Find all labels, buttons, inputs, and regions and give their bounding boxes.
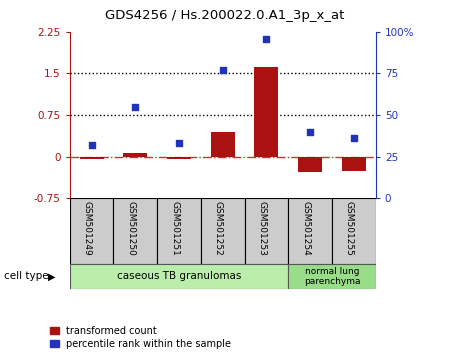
FancyBboxPatch shape [157, 198, 201, 264]
Point [88, 142, 95, 148]
FancyBboxPatch shape [288, 264, 376, 289]
Point [219, 67, 226, 73]
Text: GSM501252: GSM501252 [214, 201, 223, 256]
FancyBboxPatch shape [201, 198, 245, 264]
Point [176, 141, 183, 146]
Legend: transformed count, percentile rank within the sample: transformed count, percentile rank withi… [50, 326, 231, 349]
Text: GSM501253: GSM501253 [257, 201, 266, 256]
Text: ▶: ▶ [48, 272, 55, 281]
FancyBboxPatch shape [70, 198, 113, 264]
Point [350, 136, 357, 141]
Text: GSM501251: GSM501251 [170, 201, 179, 256]
Point [263, 36, 270, 41]
Bar [254, 67, 279, 156]
Text: normal lung
parenchyma: normal lung parenchyma [304, 267, 360, 286]
FancyBboxPatch shape [113, 198, 157, 264]
Text: GSM501254: GSM501254 [301, 201, 310, 256]
Text: GSM501250: GSM501250 [126, 201, 135, 256]
Bar [211, 132, 235, 156]
FancyBboxPatch shape [70, 264, 288, 289]
Text: caseous TB granulomas: caseous TB granulomas [117, 272, 241, 281]
Text: GDS4256 / Hs.200022.0.A1_3p_x_at: GDS4256 / Hs.200022.0.A1_3p_x_at [105, 9, 345, 22]
Bar [298, 156, 322, 172]
Text: GSM501249: GSM501249 [83, 201, 92, 256]
Text: cell type: cell type [4, 272, 49, 281]
Bar [167, 156, 191, 159]
Text: GSM501255: GSM501255 [345, 201, 354, 256]
Point [132, 104, 139, 110]
FancyBboxPatch shape [288, 198, 332, 264]
Bar [123, 153, 147, 156]
Bar [80, 156, 104, 159]
Point [306, 129, 314, 135]
FancyBboxPatch shape [245, 198, 288, 264]
FancyBboxPatch shape [332, 198, 376, 264]
Bar [342, 156, 366, 171]
